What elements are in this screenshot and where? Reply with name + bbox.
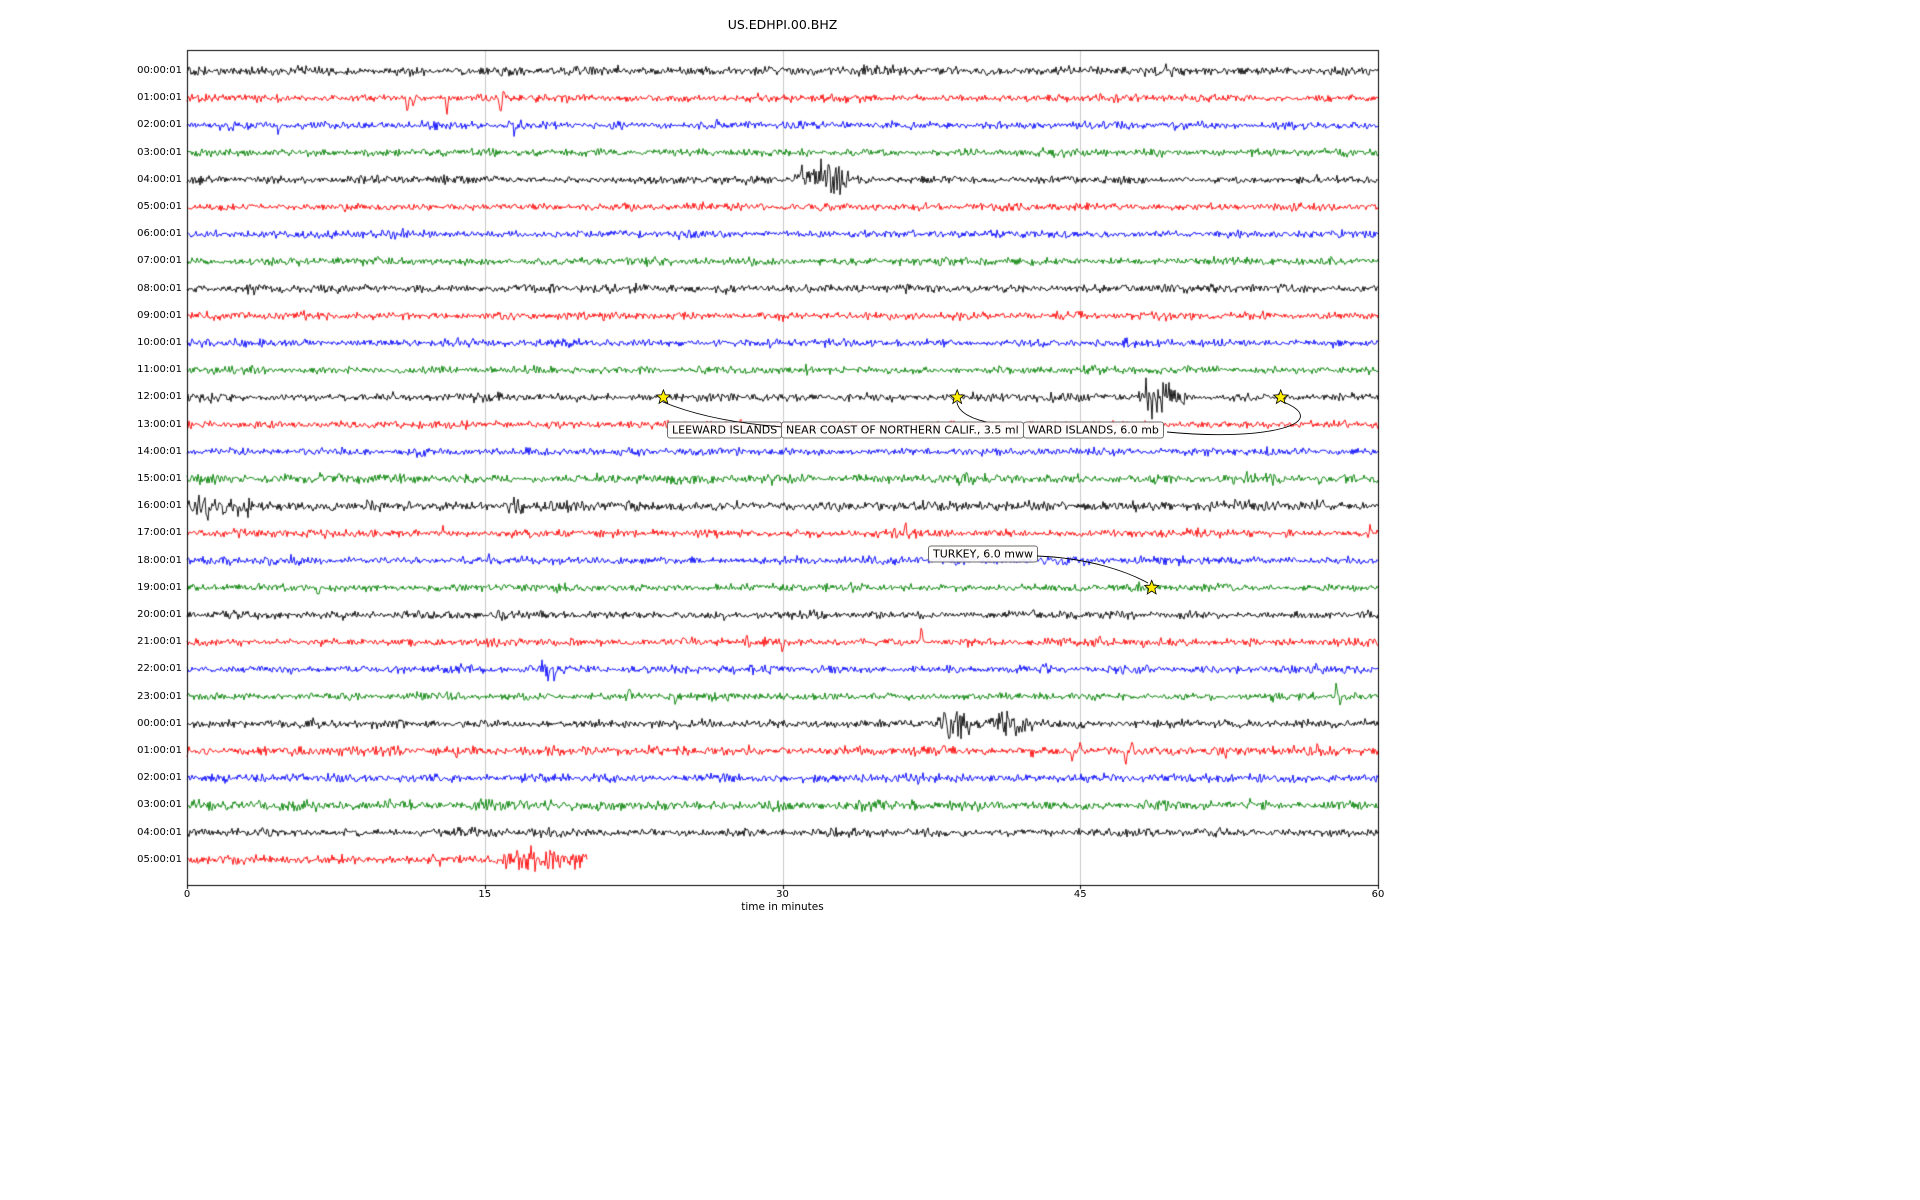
trace-time-label: 13:00:01 [137, 418, 182, 430]
x-axis-tick-label: 30 [776, 889, 789, 900]
trace-time-label: 12:00:01 [137, 391, 182, 403]
trace-time-label: 09:00:01 [137, 309, 182, 321]
page-title: US.EDHPI.00.BHZ [727, 17, 838, 32]
trace-time-label: 03:00:01 [137, 146, 182, 158]
trace-time-label: 20:00:01 [137, 609, 182, 620]
x-axis-tick-label: 45 [1073, 889, 1087, 900]
trace-time-label: 17:00:01 [137, 527, 182, 539]
trace-time-label: 04:00:01 [137, 826, 182, 838]
trace-time-label: 19:00:01 [137, 581, 182, 593]
trace-time-label: 15:00:01 [137, 473, 182, 484]
trace-time-label: 08:00:01 [137, 282, 182, 294]
x-axis-tick-label: 15 [478, 889, 492, 900]
trace-time-label: 01:00:01 [137, 745, 182, 756]
trace-time-label: 00:00:01 [137, 717, 182, 729]
trace-time-label: 10:00:01 [137, 337, 182, 348]
event-annotation-label: TURKEY, 6.0 mww [928, 545, 1038, 563]
x-axis-tick-label: 60 [1371, 889, 1385, 900]
trace-time-label: 11:00:01 [137, 364, 182, 376]
trace-time-label: 05:00:01 [137, 853, 182, 865]
x-axis-tick-label: 0 [183, 889, 191, 900]
trace-time-label: 00:00:01 [137, 65, 182, 76]
trace-time-label: 14:00:01 [137, 445, 182, 457]
trace-time-label: 01:00:01 [137, 92, 182, 104]
trace-time-label: 21:00:01 [137, 636, 182, 648]
trace-time-label: 04:00:01 [137, 173, 182, 185]
trace-time-label: 02:00:01 [137, 119, 182, 131]
trace-time-label: 16:00:01 [137, 500, 182, 512]
event-annotation-label: LEEWARD ISLANDS [667, 421, 783, 439]
trace-time-label: 02:00:01 [137, 772, 182, 784]
trace-time-label: 06:00:01 [137, 228, 182, 240]
trace-time-label: 05:00:01 [137, 201, 182, 212]
trace-time-label: 23:00:01 [137, 690, 182, 702]
event-annotation-label: WARD ISLANDS, 6.0 mb [1023, 421, 1164, 439]
x-axis-label: time in minutes [741, 901, 824, 913]
event-annotation-label: NEAR COAST OF NORTHERN CALIF., 3.5 ml [781, 421, 1024, 439]
trace-time-label: 18:00:01 [137, 554, 182, 566]
trace-time-label: 07:00:01 [137, 255, 182, 267]
trace-time-label: 22:00:01 [137, 663, 182, 675]
trace-time-label: 03:00:01 [137, 799, 182, 811]
